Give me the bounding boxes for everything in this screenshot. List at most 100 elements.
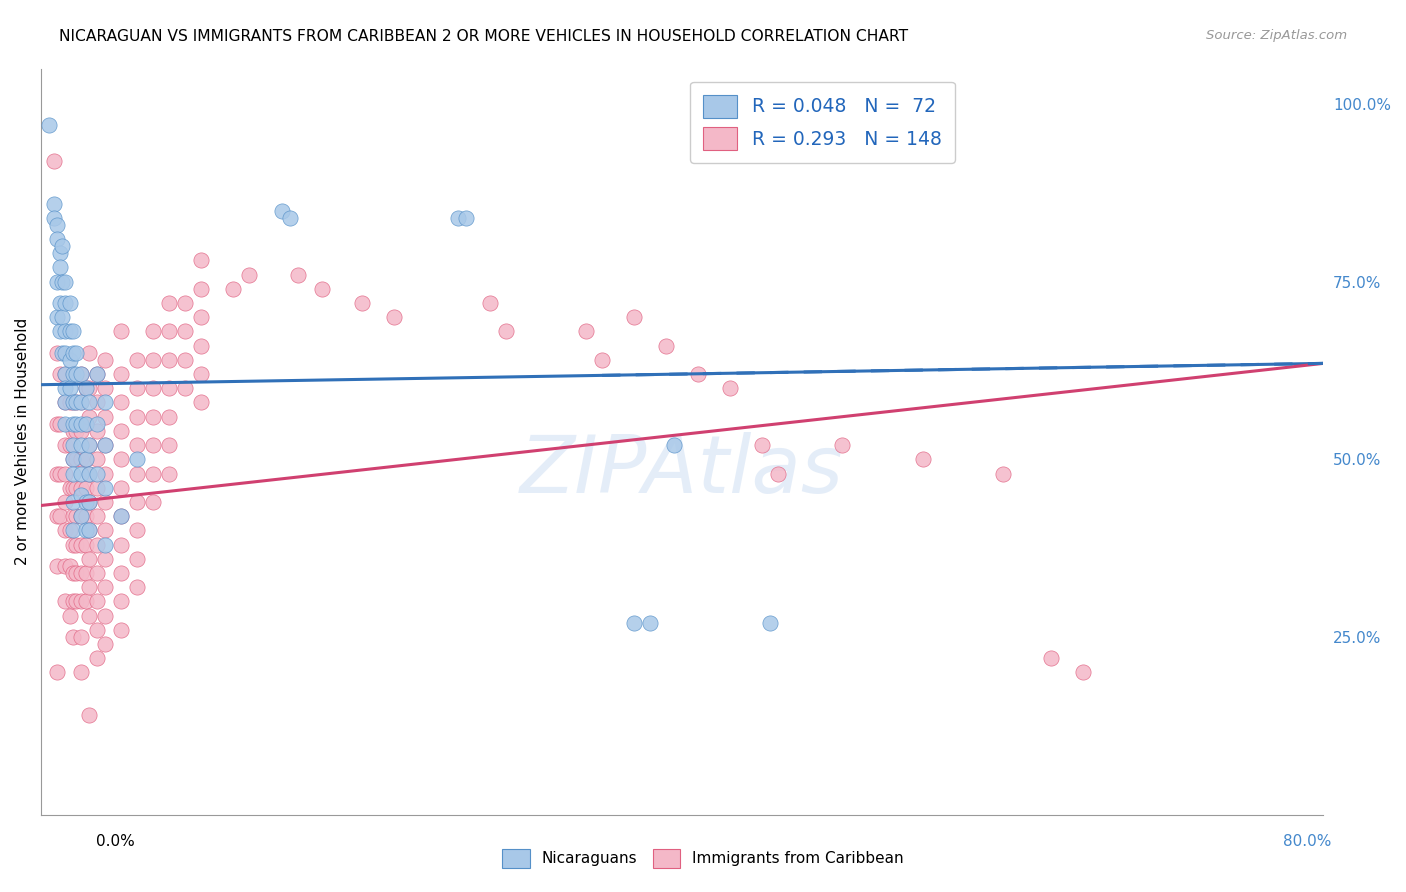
Point — [65, 509, 87, 524]
Point — [70, 488, 93, 502]
Point — [768, 467, 790, 481]
Point — [655, 338, 678, 352]
Point — [65, 395, 87, 409]
Point — [62, 452, 84, 467]
Point — [75, 495, 97, 509]
Point — [77, 580, 100, 594]
Point — [42, 211, 65, 225]
Point — [638, 615, 661, 630]
Point — [70, 452, 93, 467]
Point — [46, 467, 69, 481]
Point — [157, 352, 180, 367]
Point — [94, 438, 117, 452]
Y-axis label: 2 or more Vehicles in Household: 2 or more Vehicles in Household — [15, 318, 30, 566]
Point — [59, 608, 82, 623]
Point — [278, 211, 301, 225]
Point — [65, 417, 87, 431]
Point — [174, 296, 197, 310]
Point — [75, 452, 97, 467]
Point — [77, 495, 100, 509]
Point — [65, 594, 87, 608]
Point — [53, 558, 76, 573]
Point — [75, 381, 97, 395]
Point — [190, 310, 212, 325]
Point — [110, 424, 132, 438]
Point — [77, 524, 100, 538]
Point — [53, 395, 76, 409]
Point — [664, 438, 686, 452]
Point — [53, 296, 76, 310]
Point — [77, 467, 100, 481]
Point — [77, 608, 100, 623]
Point — [59, 558, 82, 573]
Point — [65, 424, 87, 438]
Legend: Nicaraguans, Immigrants from Caribbean: Nicaraguans, Immigrants from Caribbean — [496, 843, 910, 873]
Point — [110, 367, 132, 381]
Point — [49, 509, 72, 524]
Point — [46, 275, 69, 289]
Point — [53, 345, 76, 359]
Point — [157, 438, 180, 452]
Point — [86, 509, 108, 524]
Point — [86, 452, 108, 467]
Point — [62, 524, 84, 538]
Point — [222, 282, 245, 296]
Point — [238, 268, 260, 282]
Point — [53, 395, 76, 409]
Point — [94, 481, 117, 495]
Point — [77, 551, 100, 566]
Point — [65, 367, 87, 381]
Point — [157, 409, 180, 424]
Point — [70, 509, 93, 524]
Point — [65, 566, 87, 580]
Point — [62, 424, 84, 438]
Point — [190, 338, 212, 352]
Point — [49, 467, 72, 481]
Point — [447, 211, 470, 225]
Point — [46, 509, 69, 524]
Point — [62, 537, 84, 551]
Point — [478, 296, 501, 310]
Point — [65, 345, 87, 359]
Point — [1039, 651, 1062, 665]
Point — [86, 395, 108, 409]
Point — [70, 509, 93, 524]
Point — [911, 452, 934, 467]
Point — [94, 409, 117, 424]
Point — [190, 253, 212, 268]
Point — [59, 325, 82, 339]
Point — [77, 708, 100, 723]
Point — [46, 665, 69, 680]
Point — [51, 310, 73, 325]
Point — [350, 296, 373, 310]
Point — [62, 395, 84, 409]
Point — [110, 509, 132, 524]
Point — [65, 537, 87, 551]
Legend: R = 0.048   N =  72, R = 0.293   N = 148: R = 0.048 N = 72, R = 0.293 N = 148 — [690, 82, 955, 163]
Point — [77, 495, 100, 509]
Point — [59, 481, 82, 495]
Point — [94, 551, 117, 566]
Text: ZIPAtlas: ZIPAtlas — [520, 433, 844, 510]
Point — [311, 282, 333, 296]
Point — [575, 325, 598, 339]
Point — [110, 594, 132, 608]
Point — [77, 409, 100, 424]
Point — [62, 438, 84, 452]
Point — [53, 467, 76, 481]
Point — [591, 352, 613, 367]
Point — [70, 367, 93, 381]
Point — [142, 409, 165, 424]
Point — [86, 367, 108, 381]
Point — [110, 537, 132, 551]
Point — [62, 452, 84, 467]
Point — [127, 580, 149, 594]
Point — [495, 325, 517, 339]
Point — [1071, 665, 1094, 680]
Point — [46, 345, 69, 359]
Point — [46, 310, 69, 325]
Point — [53, 417, 76, 431]
Point — [688, 367, 710, 381]
Point — [86, 467, 108, 481]
Point — [75, 417, 97, 431]
